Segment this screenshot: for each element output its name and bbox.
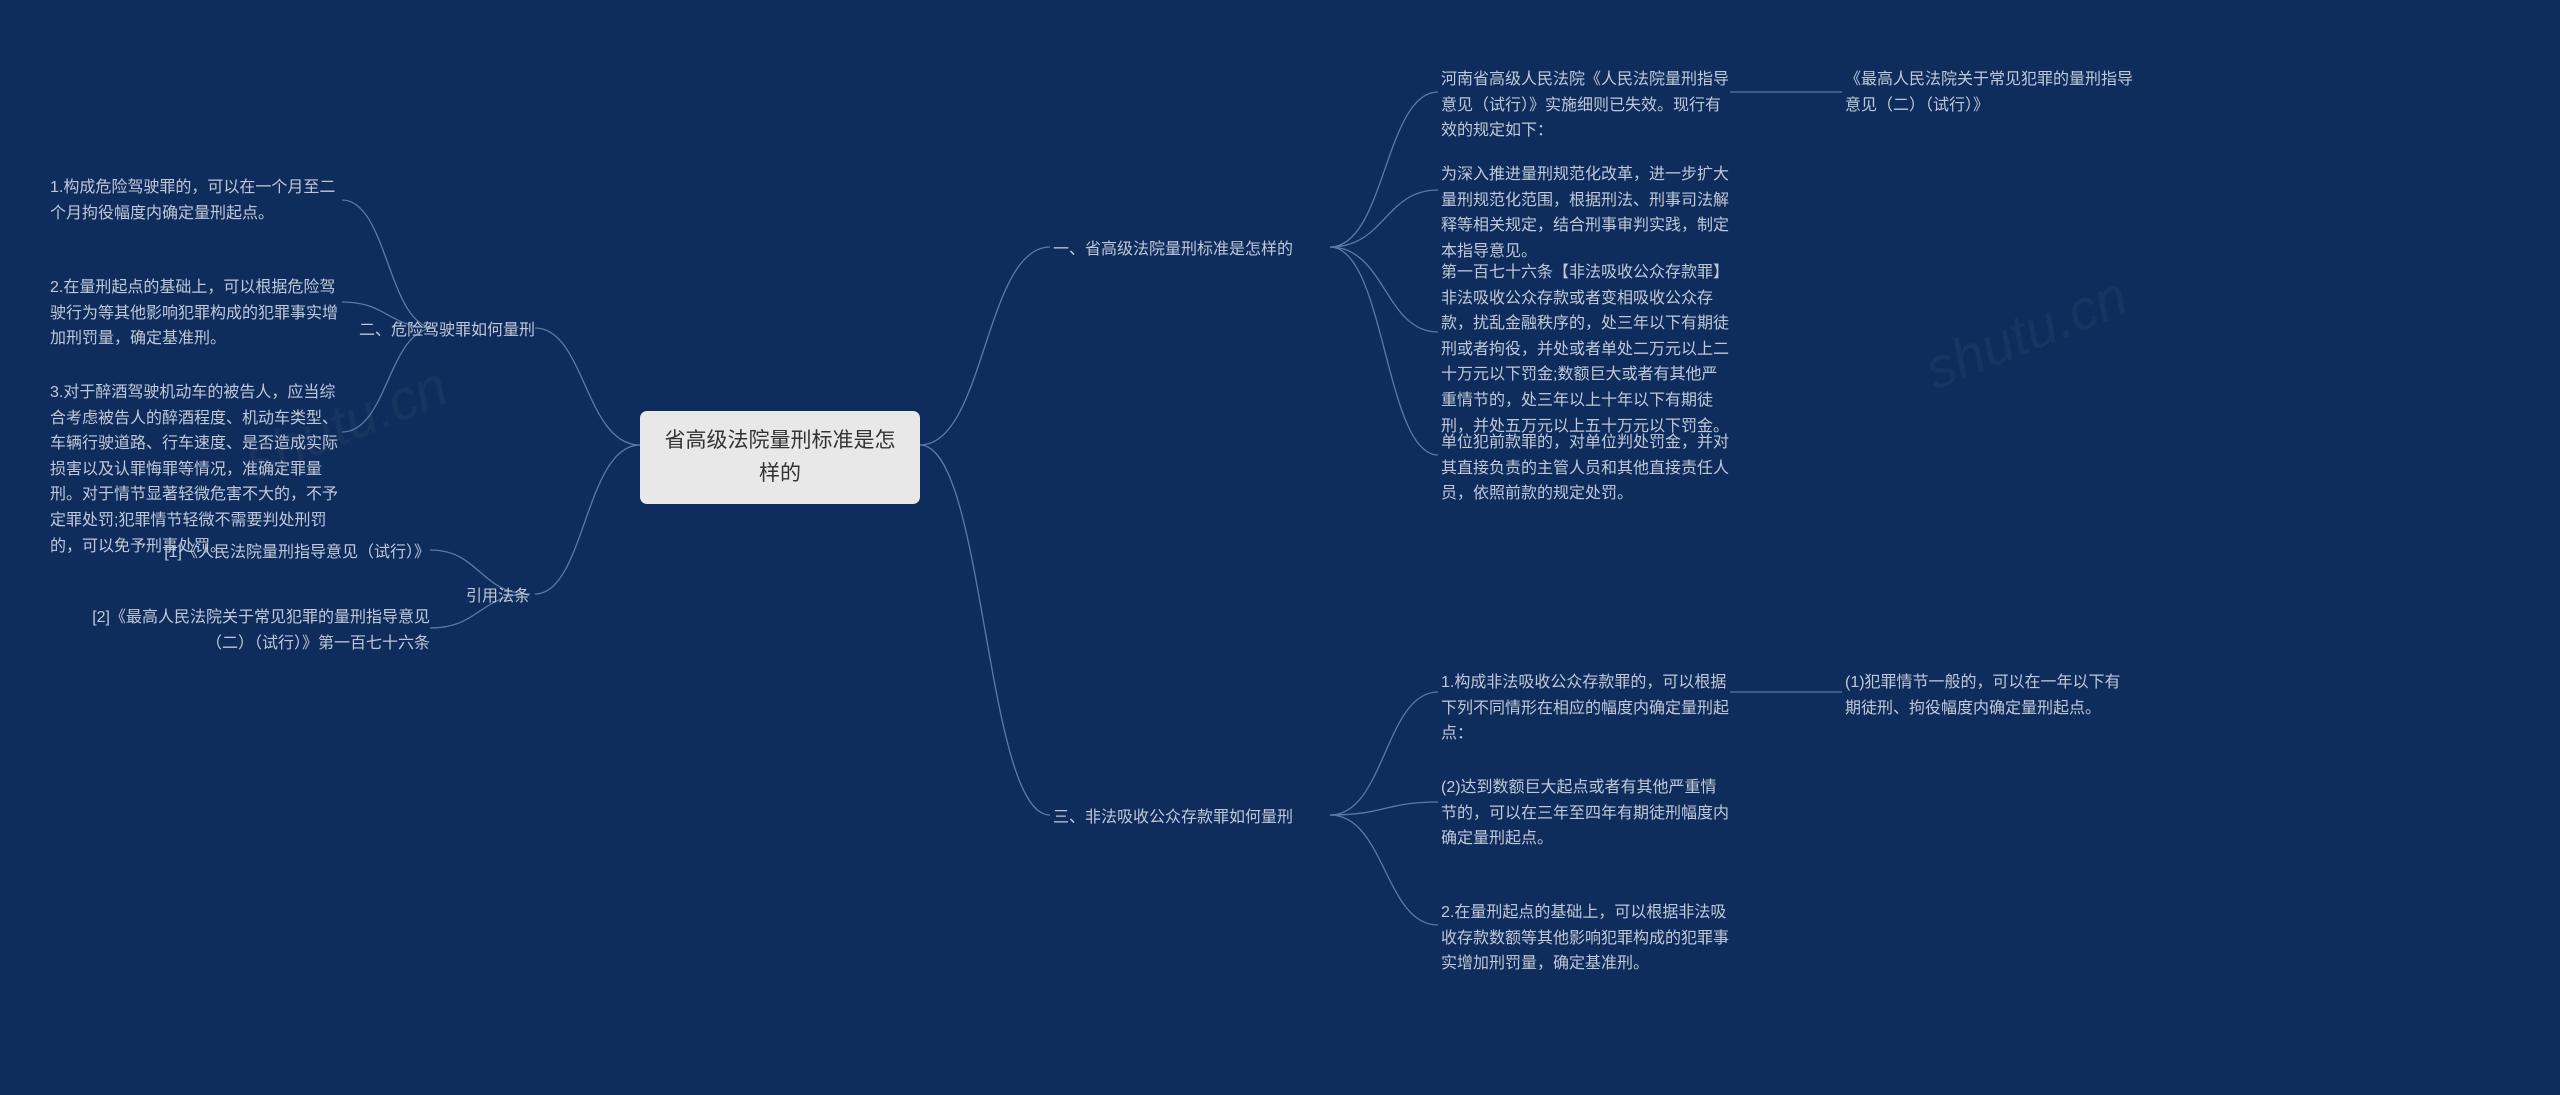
- section3-label: 三、非法吸收公众存款罪如何量刑: [1053, 805, 1333, 831]
- section3-item-b: (2)达到数额巨大起点或者有其他严重情节的，可以在三年至四年有期徒刑幅度内确定量…: [1441, 775, 1731, 852]
- section1-item-a-leaf: 《最高人民法院关于常见犯罪的量刑指导意见（二）（试行）》: [1845, 67, 2135, 118]
- citations-item-a: [1]《人民法院量刑指导意见（试行）》: [140, 540, 430, 566]
- citations-label: 引用法条: [430, 584, 530, 610]
- section1-item-a: 河南省高级人民法院《人民法院量刑指导意见（试行）》实施细则已失效。现行有效的规定…: [1441, 67, 1731, 144]
- section3-item-c: 2.在量刑起点的基础上，可以根据非法吸收存款数额等其他影响犯罪构成的犯罪事实增加…: [1441, 900, 1731, 977]
- section3-item-a: 1.构成非法吸收公众存款罪的，可以根据下列不同情形在相应的幅度内确定量刑起点：: [1441, 670, 1731, 747]
- section1-item-c: 第一百七十六条【非法吸收公众存款罪】非法吸收公众存款或者变相吸收公众存款，扰乱金…: [1441, 260, 1731, 439]
- citations-item-b: [2]《最高人民法院关于常见犯罪的量刑指导意见（二）（试行）》第一百七十六条: [90, 605, 430, 656]
- section2-item-b: 2.在量刑起点的基础上，可以根据危险驾驶行为等其他影响犯罪构成的犯罪事实增加刑罚…: [50, 275, 340, 352]
- watermark: shutu.cn: [1916, 263, 2137, 403]
- section2-label: 二、危险驾驶罪如何量刑: [335, 318, 535, 344]
- section3-item-a-leaf: (1)犯罪情节一般的，可以在一年以下有期徒刑、拘役幅度内确定量刑起点。: [1845, 670, 2135, 721]
- section2-item-c: 3.对于醉酒驾驶机动车的被告人，应当综合考虑被告人的醉酒程度、机动车类型、车辆行…: [50, 380, 340, 559]
- section1-item-b: 为深入推进量刑规范化改革，进一步扩大量刑规范化范围，根据刑法、刑事司法解释等相关…: [1441, 162, 1731, 264]
- section1-item-d: 单位犯前款罪的，对单位判处罚金，并对其直接负责的主管人员和其他直接责任人员，依照…: [1441, 430, 1731, 507]
- section1-label: 一、省高级法院量刑标准是怎样的: [1053, 237, 1333, 263]
- section2-item-a: 1.构成危险驾驶罪的，可以在一个月至二个月拘役幅度内确定量刑起点。: [50, 175, 340, 226]
- center-node: 省高级法院量刑标准是怎样的: [640, 411, 920, 504]
